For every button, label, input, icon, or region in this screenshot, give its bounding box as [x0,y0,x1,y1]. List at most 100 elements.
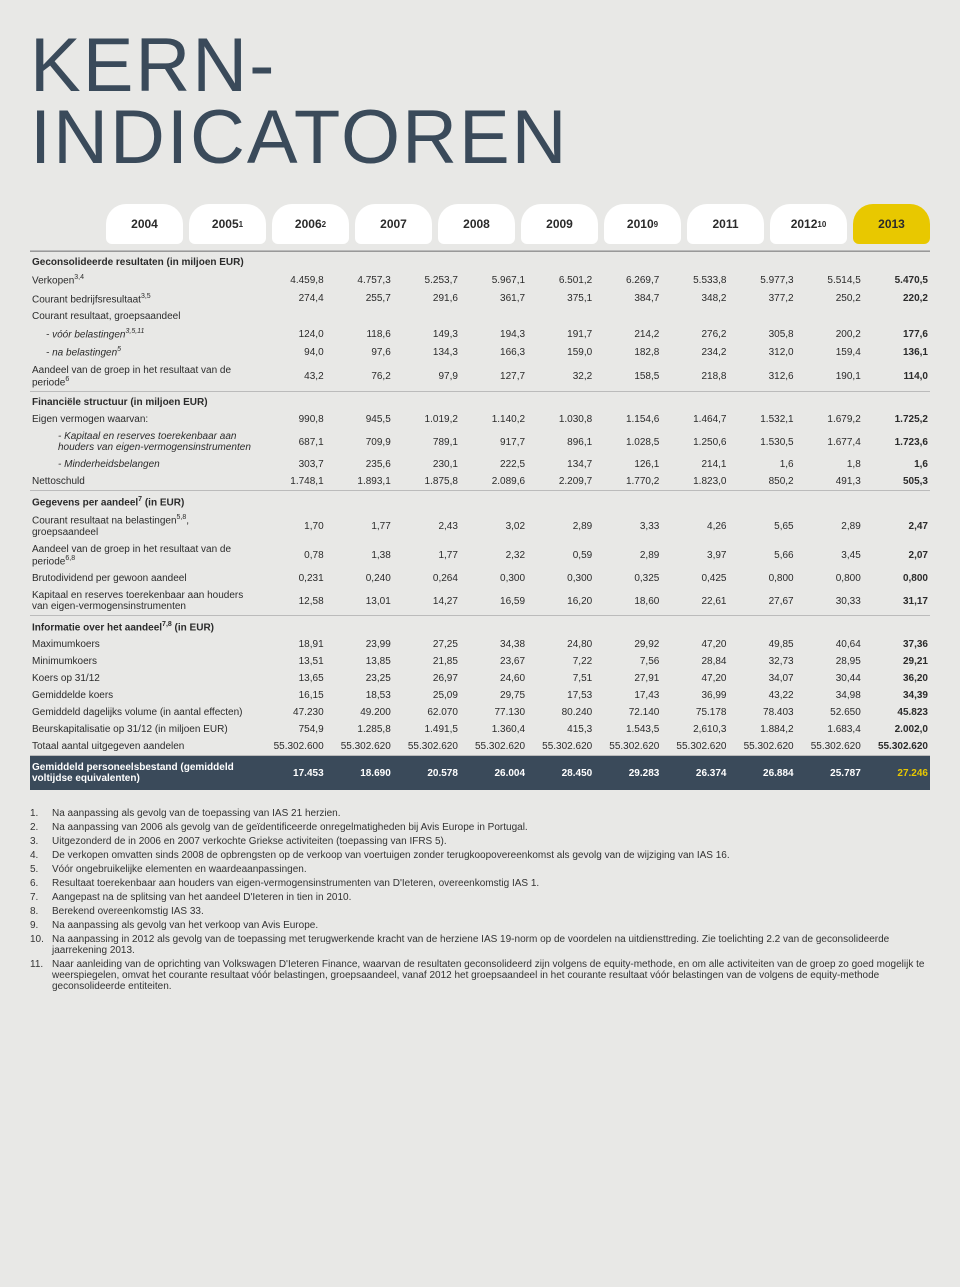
cell: 361,7 [460,290,527,308]
cell: 230,1 [393,456,460,473]
cell: 2,89 [796,511,863,540]
cell: 26,97 [393,670,460,687]
cell: 1.019,2 [393,411,460,428]
cell: 250,2 [796,290,863,308]
table-row: Courant resultaat na belastingen5,8, gro… [30,511,930,540]
cell: 1.360,4 [460,721,527,738]
cell: 1.250,6 [661,428,728,456]
footnote-num: 10. [30,934,52,956]
cell: 52.650 [796,704,863,721]
cell [460,392,527,412]
row-label: Gemiddelde koers [30,687,259,704]
row-label: Koers op 31/12 [30,670,259,687]
cell: 134,3 [393,343,460,361]
cell: 126,1 [594,456,661,473]
cell: 34,38 [460,636,527,653]
footnote: 7.Aangepast na de splitsing van het aand… [30,892,930,903]
cell: 136,1 [863,343,930,361]
table-row: Gegevens per aandeel7 (in EUR) [30,491,930,512]
cell: 218,8 [661,362,728,392]
cell: 0,425 [661,570,728,587]
cell: 1,8 [796,456,863,473]
row-label: Minimumkoers [30,653,259,670]
cell: 2,43 [393,511,460,540]
footnote: 1.Na aanpassing als gevolg van de toepas… [30,808,930,819]
cell: 5.514,5 [796,271,863,289]
cell [594,252,661,272]
cell [863,252,930,272]
table-row: Nettoschuld1.748,11.893,11.875,82.089,62… [30,473,930,491]
year-pill: 201210 [770,204,847,244]
cell [460,491,527,512]
cell: 3,02 [460,511,527,540]
cell: 23,25 [326,670,393,687]
table-row: Geconsolideerde resultaten (in miljoen E… [30,252,930,272]
cell: 377,2 [728,290,795,308]
cell: 18,60 [594,587,661,616]
cell: 23,99 [326,636,393,653]
cell: 49,85 [728,636,795,653]
cell [460,308,527,325]
cell: 4.459,8 [259,271,326,289]
cell [259,616,326,637]
cell [326,392,393,412]
cell: 55.302.620 [728,738,795,756]
cell [326,616,393,637]
cell: 789,1 [393,428,460,456]
cell: 276,2 [661,325,728,343]
table-row: Kapitaal en reserves toerekenbaar aan ho… [30,587,930,616]
cell: 6.269,7 [594,271,661,289]
cell: 149,3 [393,325,460,343]
cell: 234,2 [661,343,728,361]
footnote: 3.Uitgezonderd de in 2006 en 2007 verkoc… [30,836,930,847]
cell [259,308,326,325]
cell: 18,53 [326,687,393,704]
cell: 1.884,2 [728,721,795,738]
cell: 13,01 [326,587,393,616]
table-row: - Kapitaal en reserves toerekenbaar aan … [30,428,930,456]
cell [527,392,594,412]
title-line2: INDICATOREN [30,95,569,180]
cell: 32,2 [527,362,594,392]
cell: 255,7 [326,290,393,308]
row-label: - vóór belastingen3,5,11 [30,325,259,343]
cell: 5.967,1 [460,271,527,289]
cell [393,491,460,512]
cell: 3,33 [594,511,661,540]
cell: 375,1 [527,290,594,308]
cell [326,308,393,325]
cell: 2,610,3 [661,721,728,738]
cell: 2,47 [863,511,930,540]
cell: 2.209,7 [527,473,594,491]
cell: 1.683,4 [796,721,863,738]
cell: 312,0 [728,343,795,361]
cell: 80.240 [527,704,594,721]
cell: 1.285,8 [326,721,393,738]
row-label: Kapitaal en reserves toerekenbaar aan ho… [30,587,259,616]
row-label: Beurskapitalisatie op 31/12 (in miljoen … [30,721,259,738]
cell [393,308,460,325]
year-pill: 20062 [272,204,349,244]
footnote-text: Aangepast na de splitsing van het aandee… [52,892,930,903]
cell: 0,800 [863,570,930,587]
cell: 55.302.620 [863,738,930,756]
cell: 3,45 [796,541,863,570]
cell: 47.230 [259,704,326,721]
cell [326,491,393,512]
cell [259,491,326,512]
row-label: Courant resultaat na belastingen5,8, gro… [30,511,259,540]
footnote-num: 9. [30,920,52,931]
cell: 1.464,7 [661,411,728,428]
page: KERN- INDICATOREN 2004200512006220072008… [0,0,960,1035]
cell: 7,56 [594,653,661,670]
cell: 78.403 [728,704,795,721]
row-label: Aandeel van de groep in het resultaat va… [30,541,259,570]
cell: 17,43 [594,687,661,704]
cell: 384,7 [594,290,661,308]
footnote: 8.Berekend overeenkomstig IAS 33. [30,906,930,917]
footnote-num: 2. [30,822,52,833]
footnote-num: 6. [30,878,52,889]
row-label: Courant bedrijfsresultaat3,5 [30,290,259,308]
cell [796,252,863,272]
footnotes: 1.Na aanpassing als gevolg van de toepas… [30,808,930,992]
